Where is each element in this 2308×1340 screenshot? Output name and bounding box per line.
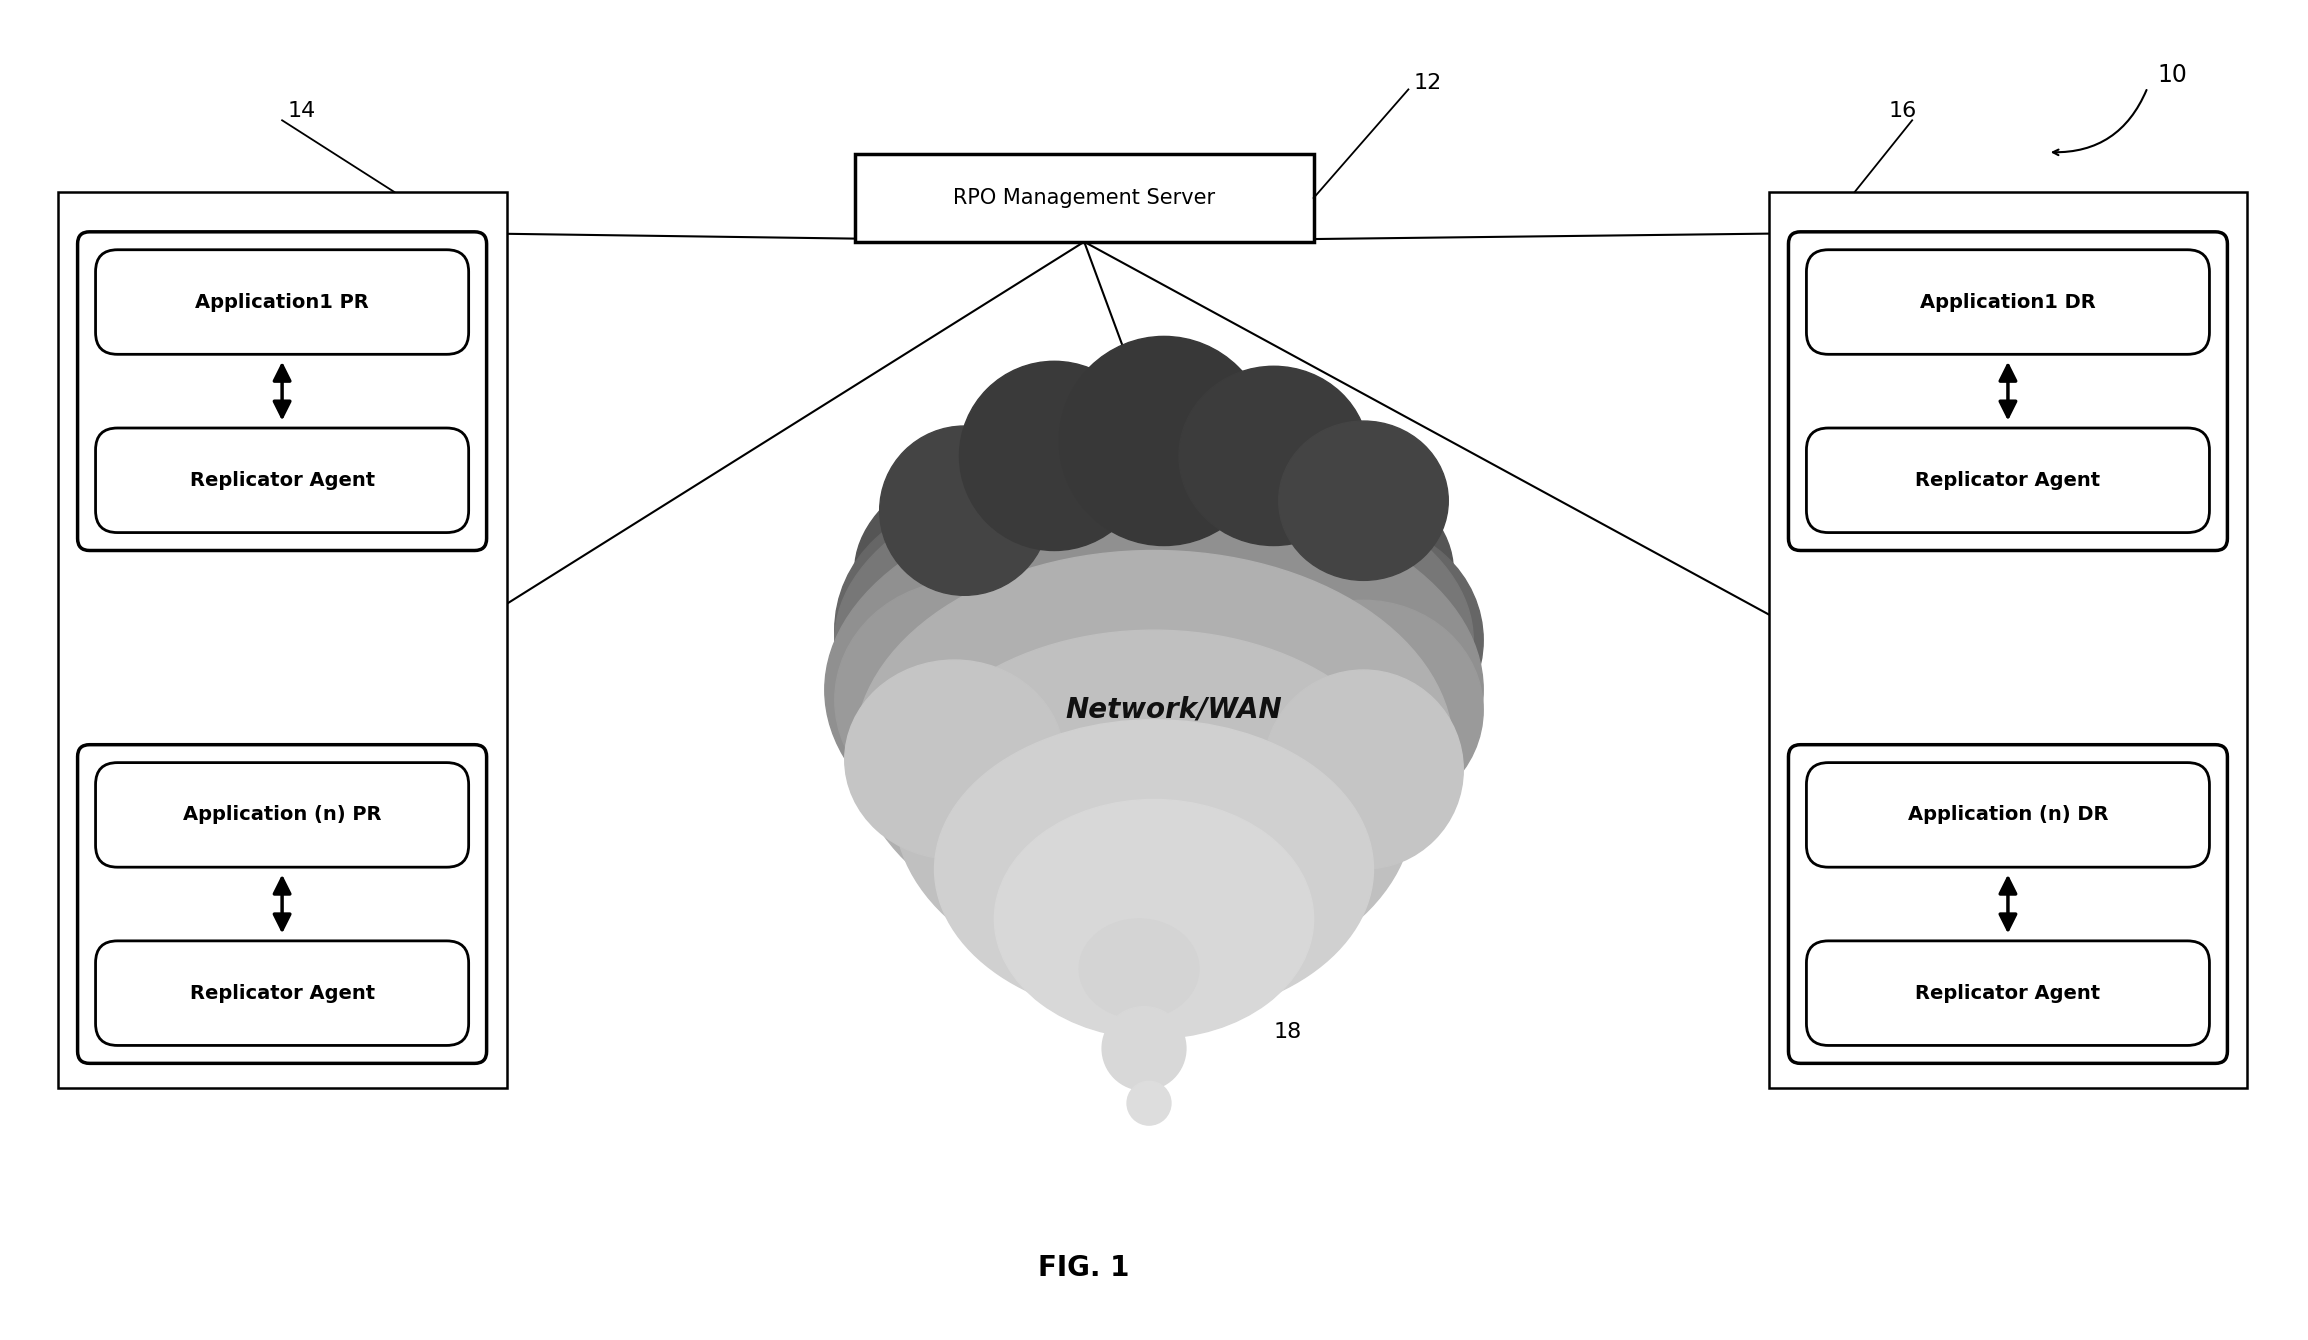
Ellipse shape [854,551,1454,949]
Circle shape [1126,1081,1170,1126]
FancyBboxPatch shape [1807,762,2209,867]
FancyBboxPatch shape [78,232,487,551]
Ellipse shape [1179,366,1369,545]
Ellipse shape [1265,670,1463,870]
FancyBboxPatch shape [1807,427,2209,532]
FancyBboxPatch shape [1807,249,2209,354]
Bar [1768,192,2248,1088]
Ellipse shape [879,426,1050,595]
Ellipse shape [1279,421,1449,580]
Bar [854,154,1313,241]
FancyBboxPatch shape [1789,232,2227,551]
Circle shape [1103,1006,1186,1091]
Ellipse shape [896,630,1412,989]
FancyBboxPatch shape [1807,941,2209,1045]
Ellipse shape [995,800,1313,1038]
FancyBboxPatch shape [95,941,469,1045]
Text: 10: 10 [2158,63,2188,87]
FancyBboxPatch shape [95,762,469,867]
Text: Application1 DR: Application1 DR [1920,292,2096,311]
Ellipse shape [845,661,1064,859]
Ellipse shape [935,720,1373,1018]
Ellipse shape [960,362,1149,551]
Text: Replicator Agent: Replicator Agent [1916,984,2100,1002]
Ellipse shape [1059,336,1269,545]
Text: Network/WAN: Network/WAN [1066,695,1283,724]
Text: Replicator Agent: Replicator Agent [1916,470,2100,490]
Text: 18: 18 [1274,1022,1302,1043]
FancyBboxPatch shape [1789,745,2227,1064]
Text: 14: 14 [286,102,316,122]
Text: Replicator Agent: Replicator Agent [189,984,374,1002]
Text: Application (n) DR: Application (n) DR [1909,805,2107,824]
Ellipse shape [824,490,1484,888]
Text: 16: 16 [1888,102,1916,122]
FancyBboxPatch shape [95,249,469,354]
Ellipse shape [1223,521,1484,760]
Ellipse shape [1244,600,1484,819]
Bar [58,192,505,1088]
FancyBboxPatch shape [78,745,487,1064]
Text: RPO Management Server: RPO Management Server [953,188,1216,208]
Text: Application (n) PR: Application (n) PR [182,805,381,824]
Ellipse shape [1080,919,1198,1018]
FancyBboxPatch shape [95,427,469,532]
Ellipse shape [835,580,1094,819]
Text: Replicator Agent: Replicator Agent [189,470,374,490]
Ellipse shape [835,501,1115,760]
Ellipse shape [854,421,1454,720]
Text: FIG. 1: FIG. 1 [1039,1253,1131,1281]
Text: Application1 PR: Application1 PR [196,292,369,311]
Text: 12: 12 [1412,74,1442,94]
Ellipse shape [835,461,1473,819]
